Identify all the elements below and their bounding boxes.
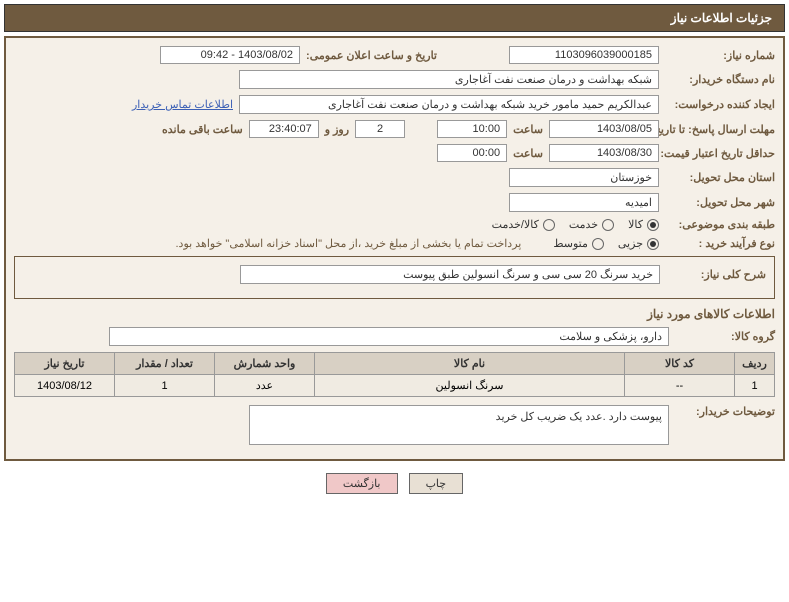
time-label-2: ساعت [513, 147, 543, 160]
radio-medium-label: متوسط [553, 237, 588, 250]
main-panel: شماره نیاز: 1103096039000185 تاریخ و ساع… [4, 36, 785, 461]
page-header: جزئیات اطلاعات نیاز [4, 4, 785, 32]
group-field: دارو، پزشکی و سلامت [109, 327, 669, 346]
days-and-label: روز و [325, 123, 349, 136]
process-label: نوع فرآیند خرید : [665, 237, 775, 250]
radio-icon [647, 238, 659, 250]
summary-field: خرید سرنگ 20 سی سی و سرنگ انسولین طبق پی… [240, 265, 660, 284]
th-unit: واحد شمارش [215, 353, 315, 375]
buyer-field: شبکه بهداشت و درمان صنعت نفت آغاجاری [239, 70, 659, 89]
notes-field: پیوست دارد .عدد یک ضریب کل خرید [249, 405, 669, 445]
buyer-label: نام دستگاه خریدار: [665, 73, 775, 86]
td-date: 1403/08/12 [15, 375, 115, 397]
city-label: شهر محل تحویل: [665, 196, 775, 209]
summary-section: شرح کلی نیاز: خرید سرنگ 20 سی سی و سرنگ … [14, 256, 775, 299]
print-button[interactable]: چاپ [409, 473, 464, 494]
deadline-date-field: 1403/08/05 [549, 120, 659, 138]
validity-label: حداقل تاریخ اعتبار قیمت: تا تاریخ: [665, 147, 775, 160]
validity-time-field: 00:00 [437, 144, 507, 162]
table-header-row: ردیف کد کالا نام کالا واحد شمارش تعداد /… [15, 353, 775, 375]
requester-label: ایجاد کننده درخواست: [665, 98, 775, 111]
summary-label: شرح کلی نیاز: [666, 268, 766, 281]
remaining-label: ساعت باقی مانده [162, 123, 243, 136]
need-number-field: 1103096039000185 [509, 46, 659, 64]
radio-goods-label: کالا [628, 218, 643, 231]
button-row: چاپ بازگشت [0, 465, 789, 498]
validity-date-field: 1403/08/30 [549, 144, 659, 162]
deadline-label: مهلت ارسال پاسخ: تا تاریخ: [665, 123, 775, 136]
page-title: جزئیات اطلاعات نیاز [671, 11, 772, 25]
radio-icon [602, 219, 614, 231]
th-qty: تعداد / مقدار [115, 353, 215, 375]
radio-icon [543, 219, 555, 231]
back-button[interactable]: بازگشت [326, 473, 398, 494]
need-number-label: شماره نیاز: [665, 49, 775, 62]
announce-label: تاریخ و ساعت اعلان عمومی: [306, 49, 437, 62]
days-count-field: 2 [355, 120, 405, 138]
td-code: -- [625, 375, 735, 397]
radio-goods-service-label: کالا/خدمت [492, 218, 539, 231]
goods-info-title: اطلاعات کالاهای مورد نیاز [14, 307, 775, 321]
province-field: خوزستان [509, 168, 659, 187]
province-label: استان محل تحویل: [665, 171, 775, 184]
requester-field: عبدالکریم حمید مامور خرید شبکه بهداشت و … [239, 95, 659, 114]
td-row: 1 [735, 375, 775, 397]
radio-partial-label: جزیی [618, 237, 643, 250]
th-date: تاریخ نیاز [15, 353, 115, 375]
td-name: سرنگ انسولین [315, 375, 625, 397]
radio-service[interactable]: خدمت [569, 218, 614, 231]
th-code: کد کالا [625, 353, 735, 375]
announce-field: 1403/08/02 - 09:42 [160, 46, 300, 64]
deadline-time-field: 10:00 [437, 120, 507, 138]
radio-icon [647, 219, 659, 231]
group-label: گروه کالا: [675, 330, 775, 343]
category-radio-group: کالا خدمت کالا/خدمت [492, 218, 659, 231]
radio-icon [592, 238, 604, 250]
city-field: امیدیه [509, 193, 659, 212]
th-row: ردیف [735, 353, 775, 375]
payment-note: پرداخت تمام یا بخشی از مبلغ خرید ،از محل… [176, 237, 522, 250]
radio-medium[interactable]: متوسط [553, 237, 604, 250]
radio-partial[interactable]: جزیی [618, 237, 659, 250]
radio-service-label: خدمت [569, 218, 598, 231]
goods-table: ردیف کد کالا نام کالا واحد شمارش تعداد /… [14, 352, 775, 397]
category-label: طبقه بندی موضوعی: [665, 218, 775, 231]
td-unit: عدد [215, 375, 315, 397]
th-name: نام کالا [315, 353, 625, 375]
radio-goods-service[interactable]: کالا/خدمت [492, 218, 555, 231]
radio-goods[interactable]: کالا [628, 218, 659, 231]
table-row: 1 -- سرنگ انسولین عدد 1 1403/08/12 [15, 375, 775, 397]
contact-link[interactable]: اطلاعات تماس خریدار [132, 98, 233, 111]
countdown-field: 23:40:07 [249, 120, 319, 138]
time-label-1: ساعت [513, 123, 543, 136]
process-radio-group: جزیی متوسط [553, 237, 659, 250]
td-qty: 1 [115, 375, 215, 397]
notes-label: توضیحات خریدار: [675, 405, 775, 418]
